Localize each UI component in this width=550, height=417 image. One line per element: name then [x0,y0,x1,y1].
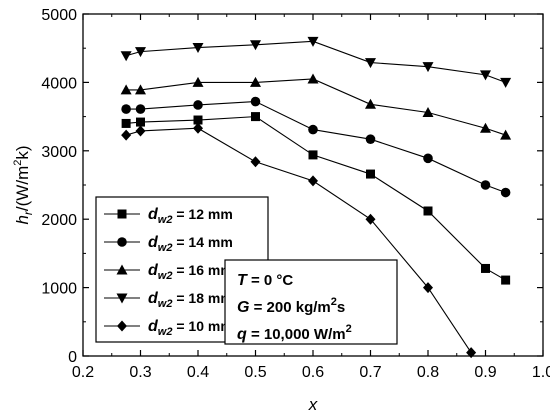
series-square [121,112,511,285]
data-point [365,213,376,225]
data-point [307,36,319,47]
conditions-box: T = 0 °C G = 200 kg/m2s q = 10,000 W/m2 [224,259,398,345]
data-point [480,122,491,133]
legend-marker [117,237,127,247]
data-point [423,153,433,164]
series-triangle-down [120,36,512,88]
data-point [192,76,204,87]
condition-G: G = 200 kg/m2s [237,296,345,316]
data-point [366,169,375,179]
x-tick-label: 0.6 [302,364,324,381]
data-point [121,118,131,128]
data-point [423,282,433,294]
data-point [250,40,261,51]
data-point [481,263,490,273]
conditions-frame [224,259,398,345]
data-point [135,47,146,58]
data-point [120,51,132,62]
legend-marker [117,209,127,219]
x-tick-label: 1.0 [532,364,550,381]
series-line [125,40,506,83]
x-tick-label: 0.3 [129,364,151,381]
series-diamond [121,122,477,359]
plot-area [120,36,512,359]
data-point [121,129,132,141]
legend-entry: dw2 = 18 mm [104,290,233,310]
legend-label: dw2 = 10 mm [148,318,233,338]
legend-label: dw2 = 16 mm [148,262,233,282]
x-tick-label: 0.5 [244,364,266,381]
data-point [250,96,261,107]
data-point [250,156,261,168]
legend-entry: dw2 = 14 mm [104,234,233,254]
data-point [365,58,376,69]
legend-entry: dw2 = 12 mm [104,206,233,226]
legend-marker [117,320,127,332]
data-point [121,104,131,114]
data-point [480,70,491,81]
data-point [308,124,318,135]
x-tick-label: 0.7 [359,364,381,381]
legend-entry: dw2 = 16 mm [104,262,233,282]
data-point [422,62,434,73]
series-line [125,127,472,353]
data-point [480,180,491,190]
axes: 0.2 0.3 0.4 0.5 0.6 0.7 0.8 0.9 1.0 0 1000 2000 3000… [12,7,550,414]
data-point [466,347,477,359]
data-point [136,117,145,127]
y-axis-title: hr/(W/m2k) [12,145,35,224]
legend-label: dw2 = 12 mm [148,206,233,226]
data-point [423,206,433,216]
data-point [365,98,376,109]
x-tick-label: 0.9 [474,364,496,381]
y-tick-label: 3000 [41,144,77,161]
y-tick-label: 0 [68,349,77,366]
y-tick-label: 5000 [41,7,77,24]
legend-marker [116,293,128,304]
x-axis-title: x [308,395,318,414]
legend-entry: dw2 = 10 mm [104,318,233,338]
y-tick-label: 1000 [41,281,77,298]
data-point [422,106,434,117]
y-tick-label: 4000 [41,75,77,92]
data-point [120,84,132,95]
legend-label: dw2 = 14 mm [148,234,233,254]
condition-T: T = 0 °C [237,272,293,289]
x-tick-label: 0.4 [187,364,209,381]
data-point [308,150,318,160]
legend-label: dw2 = 18 mm [148,290,233,310]
data-point [193,100,203,110]
series-circle [121,96,511,198]
data-point [501,275,511,285]
data-point [135,104,146,114]
data-point [135,125,146,137]
data-point [135,84,146,95]
data-point [307,73,319,84]
condition-q: q = 10,000 W/m2 [237,323,352,343]
data-point [308,175,318,187]
x-tick-label: 0.8 [417,364,439,381]
x-tick-label: 0.2 [72,364,94,381]
data-point [192,43,204,54]
data-point [500,77,512,88]
data-point [500,129,512,140]
data-point [250,76,261,87]
data-point [251,112,260,122]
series-triangle-up [120,73,512,140]
y-tick-label: 2000 [41,212,77,229]
legend-marker [116,264,128,275]
data-point [500,187,511,198]
data-point [365,134,376,144]
data-point [193,115,203,125]
data-point [193,122,203,134]
